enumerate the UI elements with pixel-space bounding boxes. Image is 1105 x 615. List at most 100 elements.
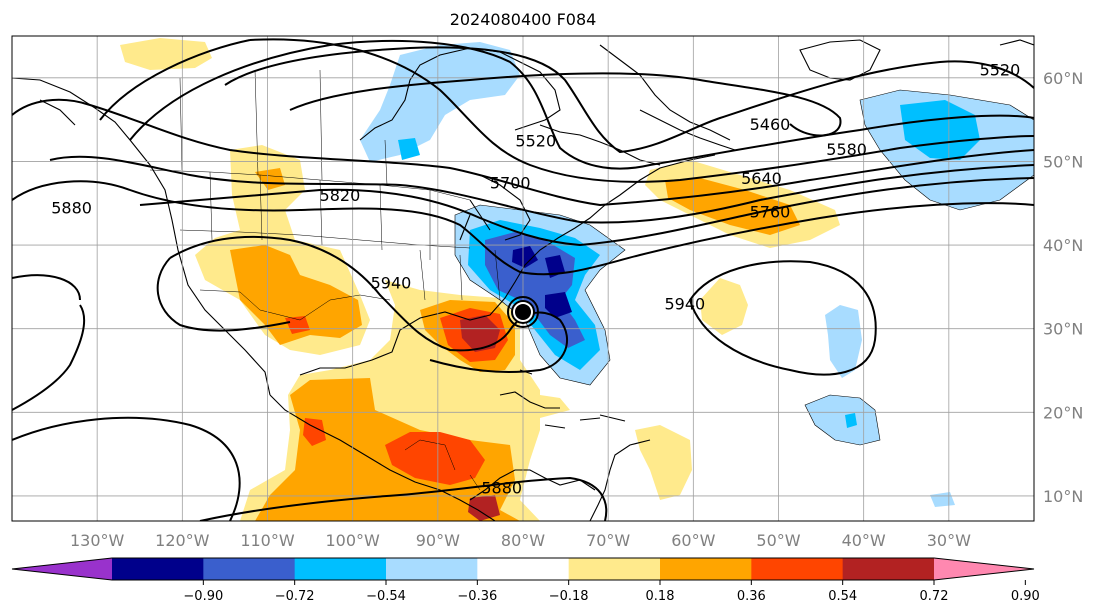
contour-label: 5580 [826, 140, 867, 159]
positive-anomaly-area [468, 495, 500, 521]
contour-label: 5460 [750, 115, 791, 134]
contour-label: 5760 [750, 203, 791, 222]
longitude-tick-label: 60°W [671, 531, 715, 550]
colorbar-segment [294, 558, 387, 580]
latitude-labels: 10°N 20°N 30°N 40°N 50°N 60°N [1043, 69, 1083, 506]
longitude-tick-label: 70°W [586, 531, 630, 550]
colorbar-segment [477, 558, 570, 580]
contour-label: 5880 [481, 479, 522, 498]
contour-label: 5880 [51, 198, 92, 217]
height-contours [12, 38, 1034, 521]
contour-5880-south [199, 476, 608, 521]
longitude-tick-label: 50°W [756, 531, 800, 550]
colorbar-tick-label: −0.36 [457, 589, 497, 604]
latitude-tick-label: 50°N [1043, 152, 1083, 171]
map-frame [11, 35, 1035, 522]
colorbar-segment [112, 558, 204, 580]
colorbar-segment [751, 558, 844, 580]
colorbar-tick-label: 0.90 [1011, 589, 1040, 604]
contour-5940 [169, 235, 569, 373]
contour-label: 5520 [515, 132, 556, 151]
latitude-tick-label: 40°N [1043, 236, 1083, 255]
contour-5520 [224, 46, 1034, 154]
longitude-tick-label: 90°W [416, 531, 460, 550]
positive-anomaly-area [635, 425, 692, 500]
storm-center-marker [507, 295, 539, 328]
colorbar-tick-label: −0.72 [275, 589, 315, 604]
figure-title: 2024080400 F084 [450, 10, 597, 29]
coastlines [12, 39, 1034, 521]
latitude-tick-label: 20°N [1043, 403, 1083, 422]
colorbar-extend-low [12, 558, 112, 580]
positive-anomaly-area [385, 432, 485, 485]
negative-anomaly-area [805, 395, 880, 445]
negative-anomaly-area [398, 138, 420, 160]
negative-anomaly-area [545, 292, 572, 318]
positive-anomaly-area [303, 418, 326, 446]
contour-5460 [289, 72, 842, 137]
colorbar-tick-label: 0.72 [920, 589, 949, 604]
colorbar-tick-label: 0.18 [646, 589, 675, 604]
colorbar-tick-label: 0.36 [737, 589, 766, 604]
positive-anomaly-area [120, 38, 212, 70]
positive-anomaly-area [700, 278, 748, 335]
negative-anomaly-area [845, 413, 857, 428]
contour-label: 5820 [320, 186, 361, 205]
longitude-tick-label: 110°W [240, 531, 295, 550]
contour-5760 [49, 155, 1034, 224]
positive-anomaly-area [460, 315, 500, 352]
storm-ring-outer [507, 295, 539, 328]
contour-labels: 5520 5520 5460 5580 5640 5700 5760 5820 5880 5880… [51, 60, 1021, 498]
contour-south-lobe [12, 274, 241, 521]
contour-label: 5640 [741, 169, 782, 188]
positive-anomaly-area [285, 316, 310, 334]
contour-5640 [99, 38, 1034, 183]
contour-5940-west [156, 257, 291, 332]
positive-anomaly-area [255, 168, 285, 190]
longitude-tick-label: 80°W [501, 531, 545, 550]
negative-anomaly-area [825, 305, 862, 378]
contour-label: 5940 [664, 295, 705, 314]
map-content: 5520 5520 5460 5580 5640 5700 5760 5820 5880 5880… [12, 36, 1034, 521]
anomaly-outlines [454, 89, 1034, 446]
colorbar-segment [842, 558, 935, 580]
latitude-tick-label: 10°N [1043, 487, 1083, 506]
negative-anomaly-area [512, 246, 538, 268]
longitude-tick-label: 120°W [155, 531, 210, 550]
longitude-tick-label: 30°W [927, 531, 971, 550]
contour-5940-atlantic [688, 260, 877, 376]
longitude-tick-label: 100°W [325, 531, 380, 550]
longitude-labels: 130°W 120°W 110°W 100°W 90°W 80°W 70°W 60°W 50°W… [70, 531, 971, 550]
colorbar-segment [386, 558, 478, 580]
colorbar-segment [203, 558, 296, 580]
colorbar-outline [11, 557, 1035, 581]
contour-label: 5520 [980, 60, 1021, 79]
colorbar-tick-label: −0.18 [549, 589, 589, 604]
colorbar-tick-label: −0.54 [366, 589, 406, 604]
latitude-tick-label: 60°N [1043, 69, 1083, 88]
colorbar-labels: −0.90 −0.72 −0.54 −0.36 −0.18 0.18 0.36 0.54 0.7… [183, 580, 1040, 604]
contour-5700 [12, 98, 1034, 207]
colorbar [11, 557, 1035, 581]
contour-label: 5700 [490, 173, 531, 192]
storm-center-dot [515, 303, 531, 320]
colorbar-extend-high [934, 558, 1034, 580]
colorbar-segment [568, 558, 661, 580]
colorbar-tick-label: 0.54 [828, 589, 857, 604]
longitude-tick-label: 40°W [842, 531, 886, 550]
contour-5580 [129, 39, 1034, 170]
colorbar-segment [660, 558, 752, 580]
map-gridlines [12, 36, 1034, 521]
negative-anomaly-area [545, 255, 565, 278]
contour-5820 [139, 177, 1034, 247]
contour-5880 [12, 180, 1034, 276]
positive-anomaly-area [230, 245, 362, 345]
latitude-tick-label: 30°N [1043, 320, 1083, 339]
negative-anomaly-area [360, 42, 520, 162]
positive-anomaly-area [480, 392, 570, 418]
colorbar-tick-label: −0.90 [183, 589, 223, 604]
contour-label: 5940 [371, 274, 412, 293]
longitude-tick-label: 130°W [70, 531, 125, 550]
contour-south-lobe-2 [12, 304, 86, 411]
